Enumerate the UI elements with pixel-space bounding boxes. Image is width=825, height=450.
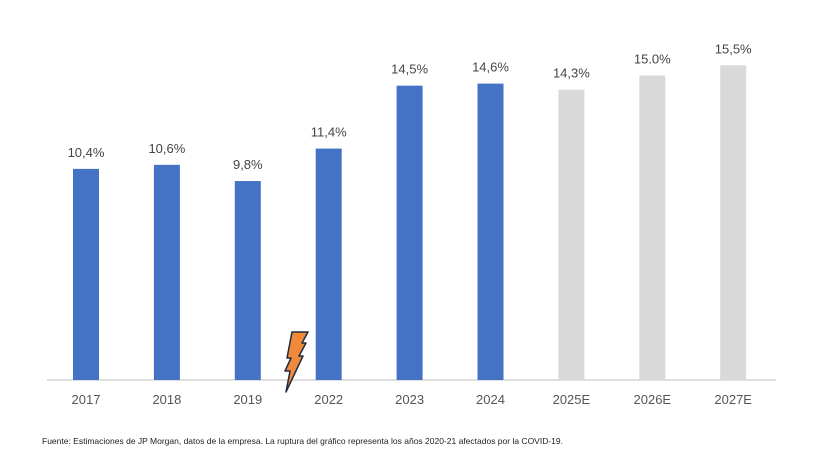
x-tick-2019: 2019 (233, 392, 262, 407)
bar-2026E (639, 75, 666, 380)
bar-2019 (234, 181, 261, 380)
data-label-2025E: 14,3% (553, 66, 590, 81)
x-tick-2023: 2023 (395, 392, 424, 407)
data-label-2024: 14,6% (472, 60, 509, 75)
data-label-2018: 10,6% (148, 141, 185, 156)
data-label-2027E: 15,5% (715, 41, 752, 56)
bar-2022 (315, 148, 342, 380)
bar-2017 (73, 168, 99, 380)
x-tick-2022: 2022 (314, 392, 343, 407)
lightning-bolt-icon (284, 331, 309, 393)
data-label-2026E: 15.0% (634, 52, 671, 67)
source-note: Fuente: Estimaciones de JP Morgan, datos… (42, 436, 563, 446)
bar-2025E (558, 89, 585, 381)
x-tick-2027E: 2027E (714, 392, 752, 407)
x-tick-2018: 2018 (152, 392, 181, 407)
bar-2027E (720, 65, 747, 380)
data-label-2022: 11,4% (311, 125, 347, 140)
data-label-2017: 10,4% (68, 145, 105, 160)
data-label-2019: 9,8% (233, 157, 263, 172)
x-tick-2026E: 2026E (634, 392, 672, 407)
bar-2018 (153, 164, 180, 380)
x-tick-2025E: 2025E (553, 392, 591, 407)
data-label-2023: 14,5% (391, 62, 428, 77)
bar-2023 (396, 85, 423, 381)
bar-2024 (477, 83, 504, 381)
x-tick-2017: 2017 (72, 392, 101, 407)
x-tick-2024: 2024 (476, 392, 505, 407)
